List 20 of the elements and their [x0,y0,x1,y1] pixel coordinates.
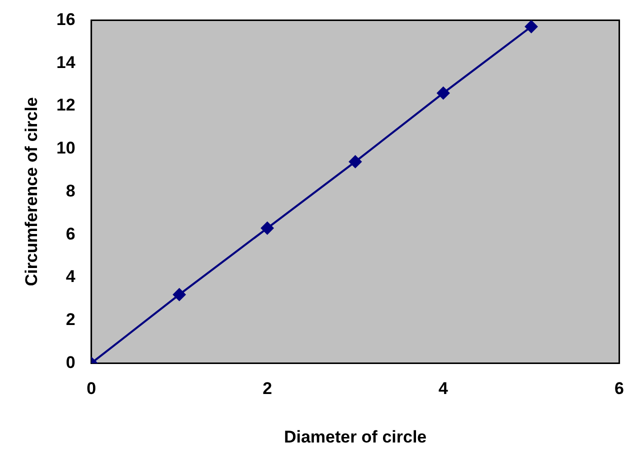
y-tick-label: 6 [66,224,76,244]
point [524,20,538,34]
x-tick-label: 0 [86,379,96,398]
x-tick-label: 2 [262,379,272,398]
y-tick-label: 14 [56,52,76,72]
point [348,155,362,168]
point [260,222,274,235]
x-tick-label: 6 [614,379,624,398]
x-axis-title: Diameter of circle [284,427,427,446]
y-tick-label: 12 [56,96,76,115]
y-tick-label: 10 [56,138,76,158]
y-tick-label: 0 [66,352,76,372]
y-tick-label: 2 [66,310,76,330]
y-axis-title: Circumference of circle [22,97,41,286]
point [172,288,186,302]
y-tick-label: 8 [66,181,76,200]
x-tick-label: 4 [438,379,449,398]
point [436,86,450,100]
y-tick-label: 4 [66,267,76,286]
y-tick-label: 16 [56,10,76,29]
